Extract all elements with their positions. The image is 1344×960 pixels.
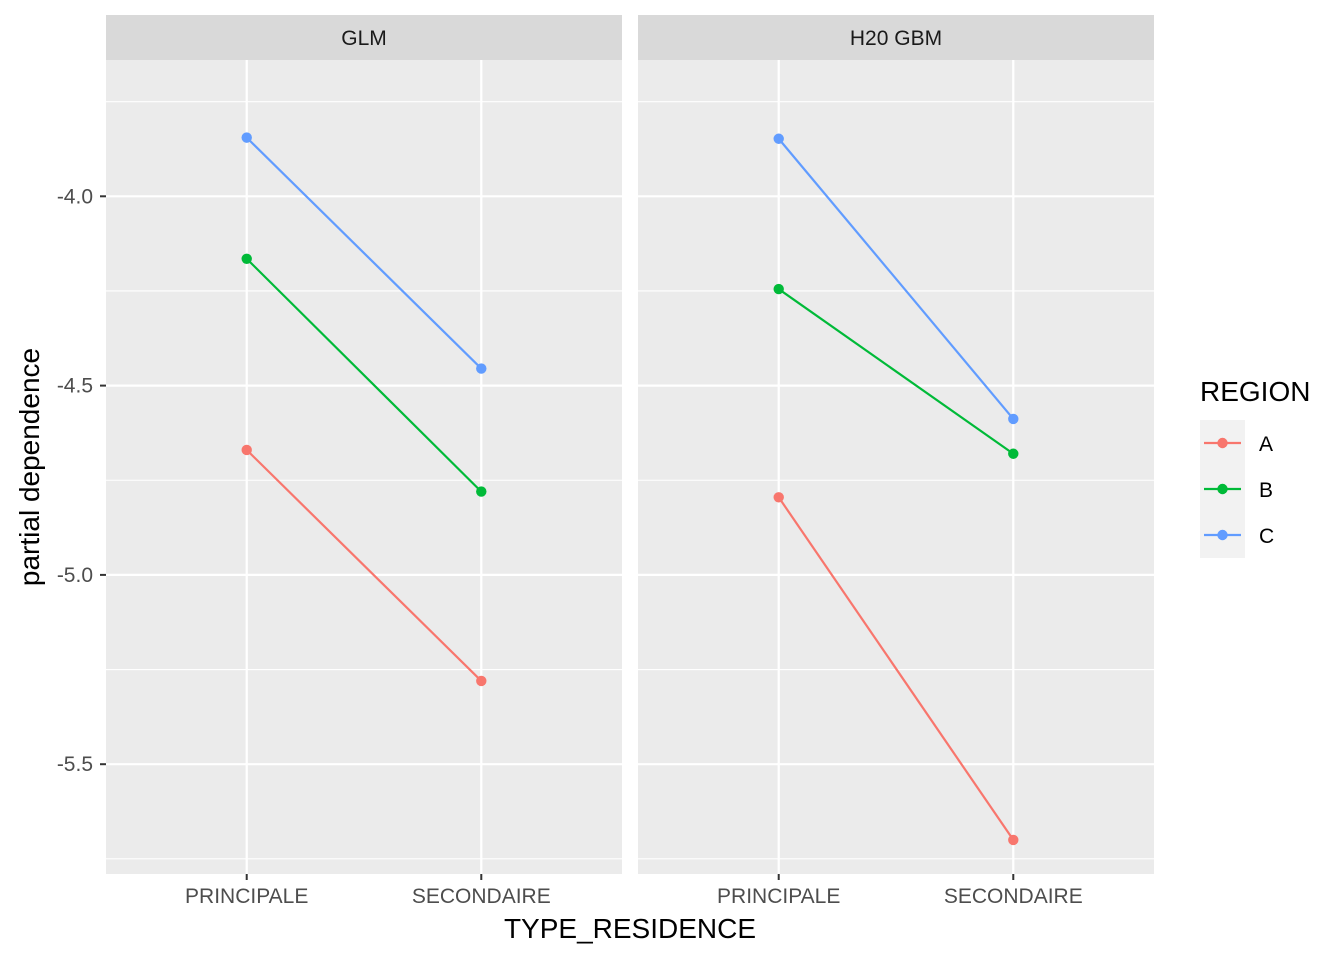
legend-label-b: B <box>1259 479 1273 502</box>
facet-strip <box>638 15 1154 60</box>
data-point-a <box>241 444 252 456</box>
series-line-a <box>245 449 483 682</box>
x-tick-label: SECONDAIRE <box>944 885 1083 908</box>
legend-label-a: A <box>1259 433 1273 456</box>
data-point-a <box>476 675 487 687</box>
data-point-a <box>773 492 784 503</box>
facet-panels: GLM PRINCIPALE SECONDAIRE H20 GBM PRINCIPALE… <box>106 15 1154 908</box>
x-tick-label: PRINCIPALE <box>185 885 308 908</box>
panel-background <box>106 60 622 874</box>
data-point-a <box>1008 834 1019 846</box>
data-point-b <box>1008 448 1019 459</box>
legend-label-c: C <box>1259 525 1274 548</box>
x-axis-title: TYPE_RESIDENCE <box>504 913 756 944</box>
panel-h20-gbm: H20 GBM PRINCIPALE SECONDAIRE <box>638 15 1154 908</box>
y-tick-label: -4.0 <box>57 185 93 208</box>
legend-key-point-b <box>1217 483 1228 495</box>
series-line-c <box>245 136 483 370</box>
legend-title: REGION <box>1200 376 1310 407</box>
x-tick-label: PRINCIPALE <box>717 885 840 908</box>
data-point-b <box>241 253 252 264</box>
y-axis-title: partial dependence <box>14 348 45 586</box>
series-line-a <box>777 496 1015 841</box>
facet-strip-label: GLM <box>341 27 387 50</box>
data-point-b <box>773 283 784 295</box>
data-point-c <box>1008 413 1019 425</box>
legend-key-point-c <box>1217 529 1228 541</box>
facet-strip-label: H20 GBM <box>850 27 942 50</box>
panel-background <box>638 60 1154 874</box>
data-point-c <box>241 132 252 143</box>
y-axis: -5.5 -5.0 -4.5 -4.0 <box>57 185 106 776</box>
y-tick-label: -5.0 <box>57 564 93 587</box>
legend-items: ABC <box>1204 433 1274 548</box>
series-line-b <box>778 288 1014 455</box>
series-line-b <box>245 257 483 493</box>
series-line-c <box>777 138 1015 420</box>
data-point-c <box>476 363 487 374</box>
legend-key-point-a <box>1217 437 1228 449</box>
legend: REGION ABC <box>1200 376 1310 558</box>
data-point-c <box>773 133 784 144</box>
y-tick-label: -5.5 <box>57 753 93 776</box>
x-tick-label: SECONDAIRE <box>412 885 551 908</box>
y-tick-label: -4.5 <box>57 375 93 398</box>
facet-strip <box>106 15 622 60</box>
data-point-b <box>476 486 487 497</box>
panel-glm: GLM PRINCIPALE SECONDAIRE <box>106 15 622 908</box>
